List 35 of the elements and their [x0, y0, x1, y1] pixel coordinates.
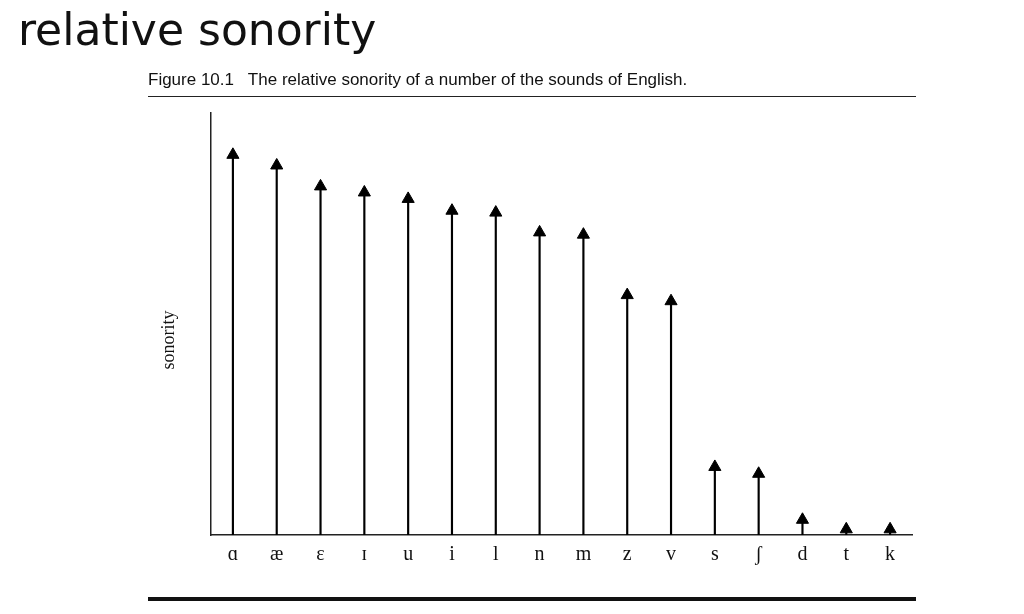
x-tick-label: l: [493, 542, 499, 565]
x-tick-label: u: [403, 542, 414, 565]
point: [313, 178, 328, 191]
x-tick-label: m: [575, 542, 592, 565]
chart-title: relative sonority: [18, 4, 377, 55]
point: [620, 287, 634, 300]
point: [576, 227, 590, 239]
chart-subtitle: Figure 10.1 The relative sonority of a number of the sounds of English.: [148, 70, 916, 97]
point: [839, 521, 853, 534]
y-axis-title: sonority: [157, 310, 179, 370]
point: [795, 512, 810, 524]
x-tick-label: ɑ: [227, 542, 239, 565]
x-tick-label: s: [710, 542, 719, 565]
x-tick-label: v: [666, 542, 677, 565]
point: [533, 224, 547, 237]
point: [226, 147, 240, 159]
x-tick-label: ʃ: [754, 542, 763, 566]
x-tick-label: z: [622, 542, 632, 565]
point: [270, 157, 284, 170]
point: [401, 191, 415, 203]
x-tick-label: n: [534, 542, 545, 565]
x-tick-label: ɛ: [316, 542, 325, 565]
x-tick-label: t: [843, 542, 850, 565]
x-tick-label: ɪ: [361, 542, 368, 565]
x-tick-label: d: [797, 542, 808, 565]
point: [357, 184, 371, 197]
point: [445, 203, 459, 215]
point: [883, 521, 897, 534]
point: [752, 466, 766, 478]
point: [489, 205, 503, 217]
point: [708, 459, 722, 471]
point: [664, 293, 678, 306]
x-tick-label: k: [885, 542, 896, 565]
x-tick-label: i: [449, 542, 456, 565]
x-tick-label: æ: [270, 542, 284, 565]
